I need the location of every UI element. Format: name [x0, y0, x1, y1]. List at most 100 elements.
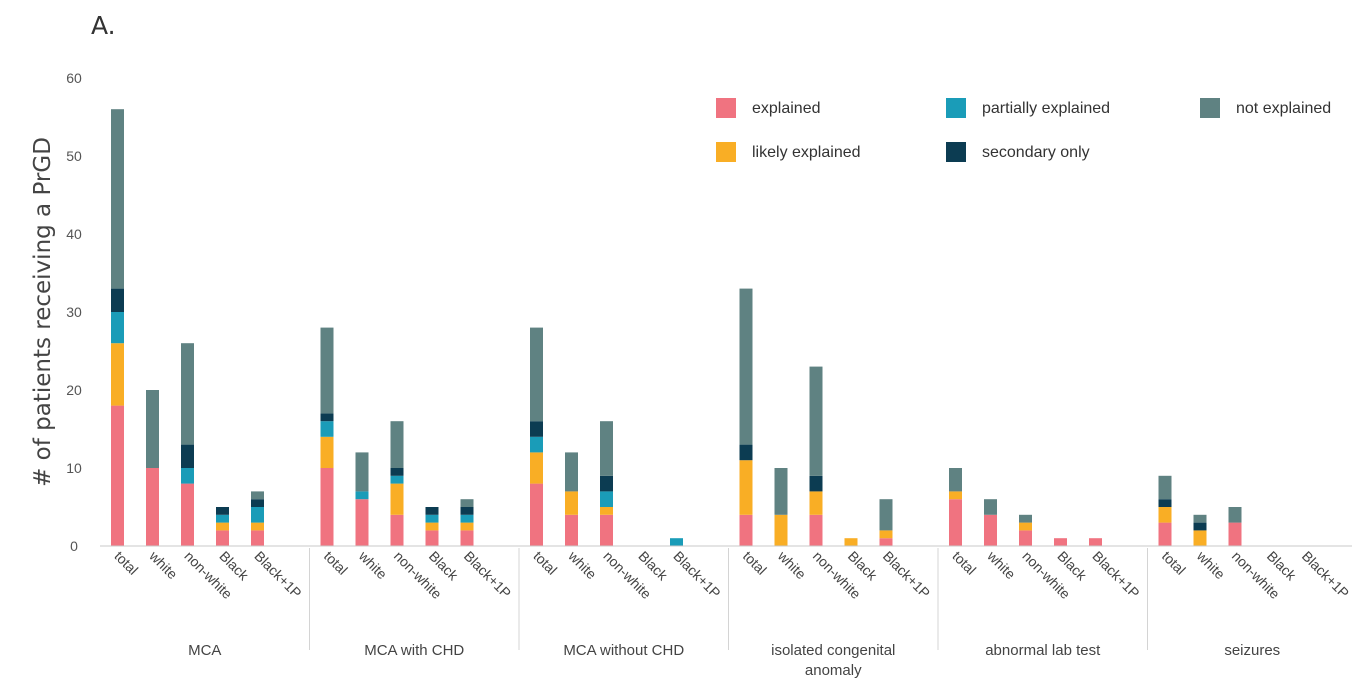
bar-segment-explained: [1019, 530, 1032, 546]
bar-segment-not: [320, 327, 334, 414]
legend-swatch-partial: [946, 98, 966, 118]
bar-segment-secondary: [390, 468, 404, 476]
bar-segment-partial: [530, 436, 543, 453]
bar-segment-not: [984, 499, 997, 515]
bar-segment-partial: [181, 468, 194, 484]
category-label: total: [1159, 548, 1189, 578]
bar-segment-not: [111, 109, 124, 289]
bar-segment-likely: [460, 522, 474, 531]
bar-segment-likely: [774, 514, 788, 546]
legend-label-secondary: secondary only: [982, 144, 1090, 161]
bar-segment-secondary: [809, 475, 823, 492]
y-tick-label: 0: [70, 538, 78, 554]
category-label: Black+1P: [251, 548, 304, 601]
bar-segment-explained: [984, 514, 997, 546]
category-label: white: [355, 547, 390, 582]
bar-segment-secondary: [111, 288, 124, 312]
bar-segment-likely: [600, 507, 613, 515]
bar-segment-not: [600, 421, 613, 476]
category-label: Black+1P: [880, 548, 933, 601]
bar-segment-partial: [460, 514, 474, 523]
bar-segment-explained: [251, 530, 264, 546]
bar-segment-likely: [949, 491, 962, 500]
bar-segment-secondary: [216, 507, 229, 515]
category-label: Black+1P: [1089, 548, 1142, 601]
bar-segment-likely: [809, 491, 823, 515]
bar-segment-explained: [600, 514, 613, 546]
bar-segment-explained: [425, 530, 439, 546]
bar-segment-likely: [565, 491, 578, 515]
bar-segment-not: [251, 491, 264, 500]
bar-segment-not: [949, 468, 962, 492]
bar-segment-not: [1158, 475, 1172, 500]
category-label: total: [949, 548, 979, 578]
bar-segment-partial: [251, 507, 264, 523]
bar-segment-explained: [809, 514, 823, 546]
bar-segment-explained: [355, 499, 369, 546]
category-label: Black+1P: [1299, 548, 1352, 601]
bar-segment-secondary: [530, 421, 543, 437]
legend-label-not: not explained: [1236, 100, 1331, 117]
bar-segment-secondary: [181, 444, 194, 468]
legend-label-partial: partially explained: [982, 100, 1110, 117]
bar-segment-explained: [1089, 538, 1102, 546]
bar-segment-explained: [320, 468, 334, 546]
category-label: Black+1P: [670, 548, 723, 601]
category-label: total: [111, 548, 141, 578]
bar-segment-not: [739, 288, 753, 445]
bar-segment-partial: [670, 538, 683, 546]
category-label: white: [1193, 547, 1228, 582]
y-tick-label: 40: [66, 226, 82, 242]
bar-segment-explained: [565, 514, 578, 546]
bar-segment-secondary: [251, 499, 264, 507]
bar-segment-likely: [1158, 507, 1172, 523]
bar-segment-likely: [739, 460, 753, 515]
y-tick-label: 60: [66, 70, 82, 86]
bar-segment-secondary: [1158, 499, 1172, 507]
legend-swatch-secondary: [946, 142, 966, 162]
bar-segment-explained: [146, 468, 159, 546]
bar-segment-explained: [181, 483, 194, 546]
bar-segment-not: [390, 421, 404, 468]
bar-segment-not: [355, 452, 369, 492]
bar-segment-not: [146, 390, 159, 468]
legend-label-explained: explained: [752, 100, 821, 117]
group-label: MCA without CHD: [563, 642, 684, 659]
bar-segment-likely: [320, 436, 334, 468]
bar-segment-not: [1193, 514, 1207, 523]
bar-segment-partial: [425, 514, 439, 523]
bar-segment-likely: [844, 538, 858, 546]
bar-segment-secondary: [320, 413, 334, 422]
bar-segment-partial: [355, 491, 369, 500]
bar-segment-not: [565, 452, 578, 492]
group-label: MCA with CHD: [364, 642, 464, 659]
bars: [111, 109, 1242, 546]
y-tick-label: 10: [66, 460, 82, 476]
group-label: seizures: [1224, 642, 1280, 659]
group-label: anomaly: [805, 662, 862, 679]
category-label: total: [530, 548, 560, 578]
bar-segment-explained: [949, 499, 962, 546]
y-tick-label: 20: [66, 382, 82, 398]
bar-segment-partial: [320, 421, 334, 437]
bar-segment-partial: [390, 475, 404, 484]
bar-segment-not: [809, 366, 823, 476]
legend-label-likely: likely explained: [752, 144, 861, 161]
bar-segment-secondary: [425, 507, 439, 515]
bar-segment-likely: [879, 530, 893, 539]
group-label: isolated congenital: [771, 642, 895, 659]
bar-segment-not: [530, 327, 543, 422]
bar-segment-explained: [460, 530, 474, 546]
category-label: Black+1P: [461, 548, 514, 601]
bar-segment-likely: [111, 343, 124, 406]
bar-segment-explained: [390, 514, 404, 546]
category-label: total: [740, 548, 770, 578]
bar-segment-not: [879, 499, 893, 531]
y-axis-label: # of patients receiving a PrGD: [30, 137, 56, 487]
category-label: total: [321, 548, 351, 578]
bar-segment-explained: [1228, 522, 1242, 546]
bar-segment-explained: [1158, 522, 1172, 546]
legend-swatch-explained: [716, 98, 736, 118]
